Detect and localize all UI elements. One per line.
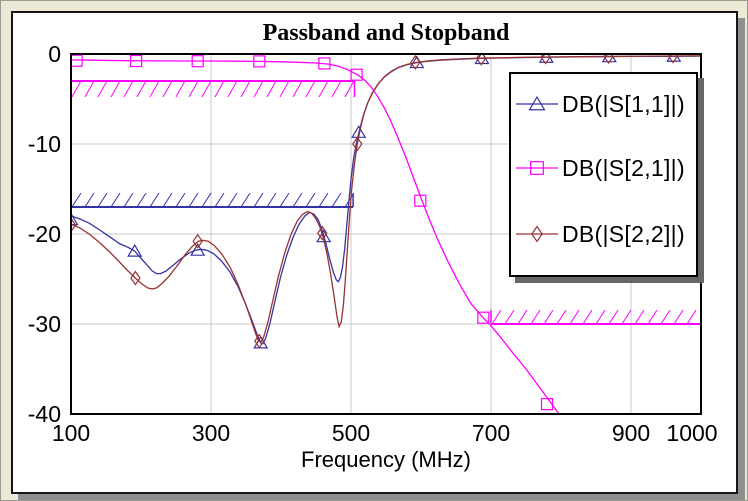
legend-label: DB(|S[2,1]|) — [562, 154, 685, 181]
x-tick-label: 300 — [191, 420, 231, 446]
curve-s21 — [71, 59, 560, 414]
legend-line-sample-square — [516, 161, 558, 175]
chart-title: Passband and Stopband — [262, 20, 510, 46]
legend-label: DB(|S[2,2]|) — [562, 220, 685, 247]
y-tick-label: -30 — [27, 311, 61, 337]
passband-insertion-loss-limit — [70, 80, 356, 97]
plot-border — [70, 53, 702, 415]
legend-line-sample-triangle — [516, 95, 558, 111]
x-axis-title: Frequency (MHz) — [301, 447, 471, 472]
stopband-rejection-limit — [490, 310, 702, 325]
markers-s21 — [71, 54, 554, 411]
legend-box[interactable]: DB(|S[1,1]|) DB(|S[2,1]|) DB(|S[2,2]|) — [509, 72, 698, 277]
y-tick-label: 0 — [48, 41, 61, 67]
legend-line-sample-diamond — [516, 225, 558, 243]
x-tick-label: 1000 — [666, 420, 718, 446]
x-tick-label: 900 — [611, 420, 651, 446]
legend-item-s11[interactable]: DB(|S[1,1]|) — [516, 90, 685, 118]
legend-item-s21[interactable]: DB(|S[2,1]|) — [516, 154, 685, 182]
legend-label: DB(|S[1,1]|) — [562, 90, 685, 117]
passband-return-loss-limit — [70, 193, 354, 208]
markers-s22 — [71, 54, 679, 349]
y-tick-label: -20 — [27, 221, 61, 247]
y-tick-label: -10 — [27, 131, 61, 157]
y-tick-label: -40 — [27, 401, 61, 427]
x-tick-label: 100 — [51, 420, 91, 446]
x-tick-label: 700 — [471, 420, 511, 446]
x-tick-label: 500 — [331, 420, 371, 446]
legend-item-s22[interactable]: DB(|S[2,2]|) — [516, 220, 685, 248]
